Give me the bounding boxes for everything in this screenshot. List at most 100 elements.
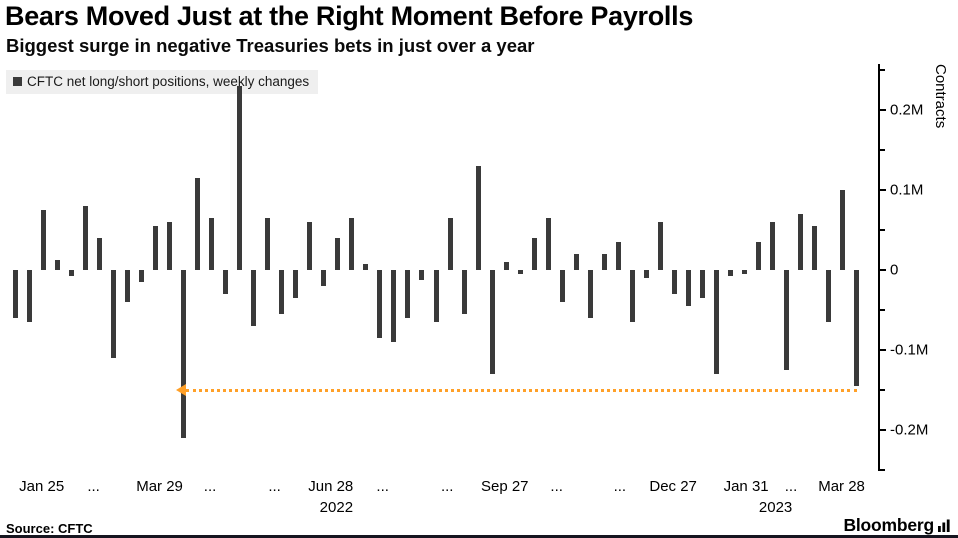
x-tick-label: Mar 28 — [818, 478, 865, 495]
bar — [152, 226, 158, 270]
bar — [629, 270, 635, 322]
source-label: Source: CFTC — [6, 521, 93, 536]
bar — [363, 263, 369, 270]
legend-swatch-icon — [13, 77, 22, 86]
x-tick-label: Jan 31 — [723, 478, 769, 495]
x-tick-label: ... — [550, 478, 563, 495]
page-subtitle: Biggest surge in negative Treasuries bet… — [6, 35, 535, 56]
y-tick-label: -0.2M — [890, 421, 929, 439]
y-tick-label: 0 — [890, 261, 899, 279]
bar — [307, 222, 313, 270]
bar — [615, 242, 621, 270]
page-title: Bears Moved Just at the Right Moment Bef… — [5, 1, 694, 31]
bar — [279, 270, 285, 314]
bar — [812, 226, 818, 270]
x-tick-label: Mar 29 — [136, 478, 183, 495]
y-minor-tick — [880, 469, 885, 471]
bar — [166, 222, 172, 270]
bar — [124, 270, 130, 302]
y-tick — [880, 269, 886, 271]
bar — [573, 254, 579, 270]
y-minor-tick — [880, 229, 885, 231]
bar — [658, 222, 664, 270]
bar — [643, 270, 649, 278]
y-axis-line — [878, 64, 880, 471]
bar — [82, 206, 88, 270]
y-minor-tick — [880, 69, 885, 71]
bottom-border — [0, 535, 958, 538]
bar — [110, 270, 116, 358]
bar — [840, 190, 846, 270]
bar — [784, 270, 790, 370]
year-label: 2022 — [319, 499, 354, 516]
plot-area — [8, 64, 864, 470]
bar — [601, 254, 607, 270]
bar — [531, 238, 537, 270]
bar — [447, 218, 453, 270]
bar — [237, 86, 243, 270]
bar — [489, 270, 495, 374]
bar — [798, 214, 804, 270]
bar — [194, 178, 200, 270]
bar — [26, 270, 32, 322]
bar — [96, 238, 102, 270]
bar — [517, 270, 523, 274]
y-minor-tick — [880, 149, 885, 151]
x-tick-label: ... — [784, 478, 798, 495]
bar — [700, 270, 706, 298]
x-tick-label: ... — [268, 478, 281, 495]
bar — [587, 270, 593, 318]
bar — [854, 270, 860, 386]
bar — [433, 270, 439, 322]
bar — [68, 270, 74, 277]
x-tick-label: ... — [613, 478, 627, 495]
y-tick — [880, 109, 886, 111]
bar — [714, 270, 720, 374]
bar — [475, 166, 481, 270]
bar — [208, 218, 214, 270]
y-tick-label: 0.1M — [890, 181, 924, 199]
x-tick-label: Jan 25 — [19, 478, 65, 495]
x-tick-label: ... — [376, 478, 389, 495]
bar — [545, 218, 551, 270]
bar — [672, 270, 678, 294]
bloomberg-logo-icon — [938, 519, 950, 532]
x-tick-label: Sep 27 — [480, 478, 529, 495]
annotation-arrow-icon — [176, 384, 187, 396]
bar — [138, 270, 144, 282]
bar — [293, 270, 299, 298]
bar — [756, 242, 762, 270]
bar — [349, 218, 355, 270]
bar — [559, 270, 565, 302]
bar — [180, 270, 186, 438]
bar — [335, 238, 341, 270]
bar — [686, 270, 692, 306]
x-tick-label: ... — [440, 478, 454, 495]
y-minor-tick — [880, 389, 885, 391]
bar — [503, 262, 509, 270]
bar — [770, 222, 776, 270]
bar — [728, 270, 734, 277]
annotation-line — [186, 389, 857, 392]
bar — [12, 270, 18, 318]
bar — [223, 270, 228, 294]
bar — [461, 270, 467, 314]
y-minor-tick — [880, 309, 885, 311]
bar — [419, 270, 425, 280]
y-tick — [880, 189, 886, 191]
y-tick-label: 0.2M — [890, 101, 924, 119]
bar — [251, 270, 257, 326]
y-tick-label: -0.1M — [890, 341, 929, 359]
bloomberg-wordmark: Bloomberg — [843, 515, 934, 535]
bar — [405, 270, 411, 318]
bar — [40, 210, 46, 270]
x-tick-label: Dec 27 — [649, 478, 697, 495]
y-axis-title: Contracts — [932, 64, 949, 129]
legend-label: CFTC net long/short positions, weekly ch… — [27, 74, 310, 89]
bar — [265, 218, 271, 270]
legend: CFTC net long/short positions, weekly ch… — [6, 70, 319, 94]
bar — [391, 270, 397, 342]
x-tick-label: Jun 28 — [308, 478, 354, 495]
bar — [826, 270, 832, 322]
